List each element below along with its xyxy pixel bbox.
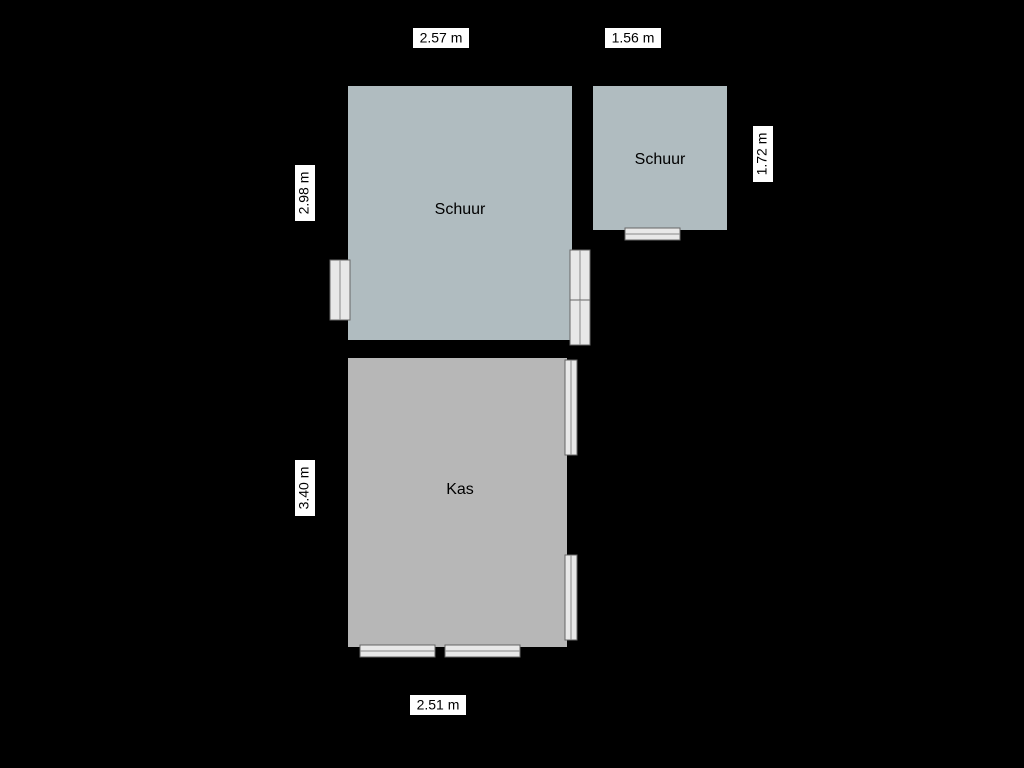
- window-kas-right-top: [565, 360, 577, 455]
- window-kas-right-bottom: [565, 555, 577, 640]
- dim-top-1-text: 2.57 m: [420, 30, 463, 46]
- dim-left-2: 3.40 m: [295, 448, 315, 528]
- room-kas: [345, 355, 570, 650]
- floorplan-canvas: Schuur Schuur Kas 2.57 m 1.56 m 1.72 m 2.98 m 3…: [0, 0, 1024, 768]
- dim-top-1: 2.57 m: [401, 28, 481, 48]
- dim-right-text: 1.72 m: [754, 133, 770, 176]
- room-label-kas: Kas: [446, 481, 474, 498]
- door-schuur-large-right-1: [570, 250, 590, 305]
- room-label-schuur-small: Schuur: [635, 151, 686, 168]
- door-schuur-small-bottom: [625, 228, 680, 240]
- dim-right: 1.72 m: [753, 114, 773, 194]
- dim-bottom: 2.51 m: [398, 695, 478, 715]
- dim-left-1: 2.98 m: [295, 153, 315, 233]
- dim-top-2: 1.56 m: [593, 28, 673, 48]
- window-kas-bottom-1: [360, 645, 435, 657]
- door-schuur-large-right-2: [570, 300, 590, 345]
- dim-bottom-text: 2.51 m: [417, 697, 460, 713]
- window-kas-bottom-2: [445, 645, 520, 657]
- room-rect-kas: [345, 355, 570, 650]
- dim-top-2-text: 1.56 m: [612, 30, 655, 46]
- dim-left-1-text: 2.98 m: [296, 172, 312, 215]
- dim-left-2-text: 3.40 m: [296, 467, 312, 510]
- door-schuur-large-left: [330, 260, 350, 320]
- room-label-schuur-large: Schuur: [435, 201, 486, 218]
